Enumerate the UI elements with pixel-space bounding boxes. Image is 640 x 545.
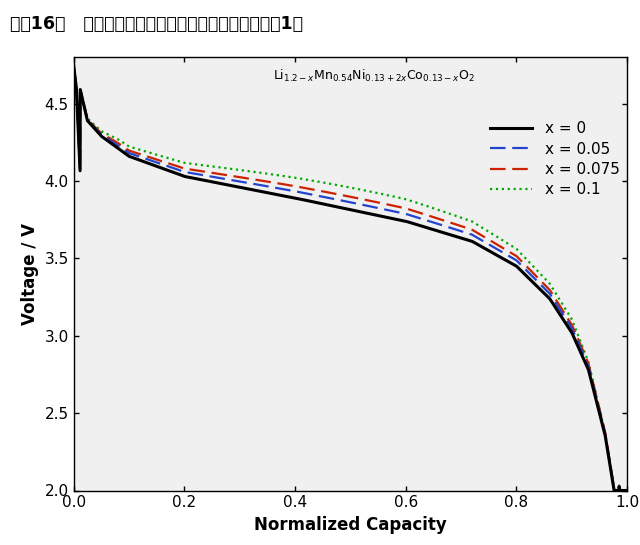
X-axis label: Normalized Capacity: Normalized Capacity: [254, 516, 447, 534]
Legend: x = 0, x = 0.05, x = 0.075, x = 0.1: x = 0, x = 0.05, x = 0.075, x = 0.1: [490, 121, 620, 197]
Text: 图表16：   富锂锰基正极材料电压和金属含量的关系（1）: 图表16： 富锂锰基正极材料电压和金属含量的关系（1）: [10, 15, 303, 33]
Y-axis label: Voltage / V: Voltage / V: [21, 223, 39, 325]
Text: Li$_{1.2-x}$Mn$_{0.54}$Ni$_{0.13+2x}$Co$_{0.13-x}$O$_2$: Li$_{1.2-x}$Mn$_{0.54}$Ni$_{0.13+2x}$Co$…: [273, 68, 475, 84]
